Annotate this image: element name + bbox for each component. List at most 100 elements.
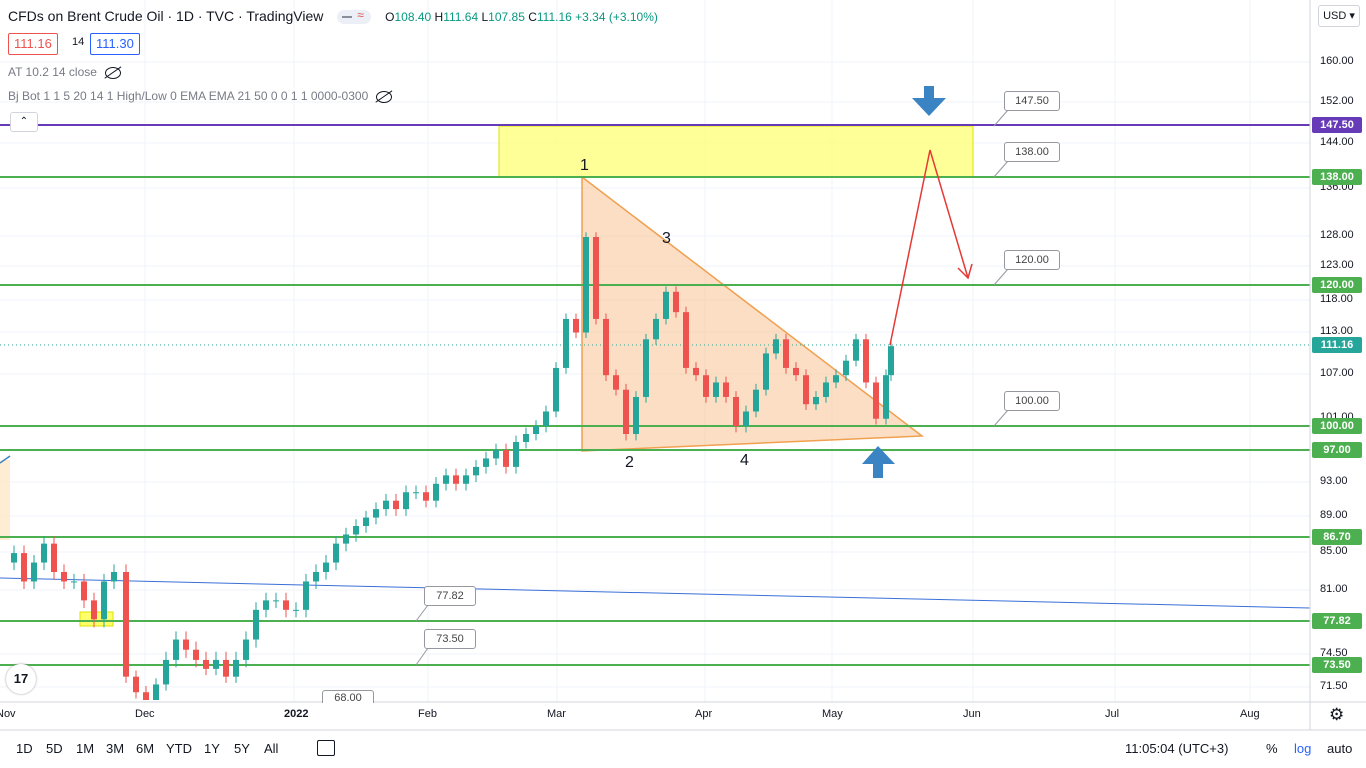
candle-body (433, 483, 439, 501)
hidden-eye-icon[interactable] (376, 90, 393, 103)
candle-body (593, 237, 599, 319)
price-level-label: 86.70 (1312, 529, 1362, 545)
collapse-legend-button[interactable]: ⌃ (10, 112, 38, 132)
candle-body (243, 639, 249, 660)
resistance-zone[interactable] (498, 125, 974, 178)
candle-body (503, 450, 509, 467)
candle-body (313, 572, 319, 582)
range-button-1y[interactable]: 1Y (204, 741, 220, 756)
candle-body (823, 382, 829, 397)
candle-body (523, 434, 529, 442)
callout-68-00[interactable]: 68.00 (322, 690, 374, 703)
price-tick: 113.00 (1320, 325, 1353, 337)
candle-body (383, 500, 389, 510)
candle-body (193, 649, 199, 660)
candle-body (513, 442, 519, 467)
compare-toggle[interactable]: ≈ (337, 8, 372, 25)
price-tick: 118.00 (1320, 293, 1353, 305)
price-level-label: 100.00 (1312, 418, 1362, 434)
callout-73-50[interactable]: 73.50 (424, 629, 476, 649)
candle-body (253, 609, 259, 640)
symbol-title[interactable]: CFDs on Brent Crude Oil · 1D · TVC · Tra… (8, 8, 324, 24)
candle-body (403, 492, 409, 510)
callout-77-82[interactable]: 77.82 (424, 586, 476, 606)
range-button-6m[interactable]: 6M (136, 741, 155, 756)
range-button-all[interactable]: All (264, 741, 279, 756)
ask-price[interactable]: 111.30 (90, 33, 140, 55)
trend-line[interactable] (0, 577, 1311, 609)
bid-price[interactable]: 111.16 (8, 33, 58, 55)
range-button-1m[interactable]: 1M (76, 741, 95, 756)
date-range-icon[interactable] (317, 740, 335, 756)
settings-icon[interactable]: ⚙ (1329, 705, 1345, 724)
candle-body (283, 600, 289, 610)
price-level-label: 138.00 (1312, 169, 1362, 185)
arrow-up-icon[interactable] (862, 446, 895, 478)
callout-100-00[interactable]: 100.00 (1004, 391, 1060, 411)
chart-header: CFDs on Brent Crude Oil · 1D · TVC · Tra… (8, 8, 658, 25)
candle-body (91, 600, 97, 620)
candle-body (713, 382, 719, 397)
candle-body (863, 339, 869, 383)
candle-body (483, 458, 489, 467)
candle-body (183, 639, 189, 650)
candle-body (81, 581, 87, 601)
left-zone-mark (0, 460, 10, 540)
range-button-3m[interactable]: 3M (106, 741, 125, 756)
candle-body (343, 534, 349, 544)
candle-body (233, 659, 239, 677)
candle-body (553, 367, 559, 412)
percent-toggle[interactable]: % (1266, 741, 1278, 756)
price-tick: 89.00 (1320, 509, 1348, 521)
triangle-pattern[interactable] (581, 175, 925, 452)
candle-body (763, 353, 769, 390)
price-level-label: 73.50 (1312, 657, 1362, 673)
tradingview-logo[interactable]: 17 (6, 664, 36, 694)
candle-body (293, 609, 299, 611)
pattern-label-4: 4 (740, 452, 749, 469)
range-button-5d[interactable]: 5D (46, 741, 63, 756)
time-tick: 2022 (284, 708, 309, 720)
candle-body (213, 659, 219, 669)
time-tick: Nov (0, 708, 16, 720)
candle-body (653, 318, 659, 340)
candle-body (393, 500, 399, 510)
callout-147-50[interactable]: 147.50 (1004, 91, 1060, 111)
candle-body (493, 450, 499, 459)
range-button-ytd[interactable]: YTD (166, 741, 192, 756)
candle-body (663, 291, 669, 319)
indicator-bjbot[interactable]: Bj Bot 1 1 5 20 14 1 High/Low 0 EMA EMA … (8, 89, 393, 103)
candle-body (333, 543, 339, 563)
candles (11, 232, 894, 700)
range-button-1d[interactable]: 1D (16, 741, 33, 756)
callout-120-00[interactable]: 120.00 (1004, 250, 1060, 270)
candle-body (223, 659, 229, 677)
price-level-label: 120.00 (1312, 277, 1362, 293)
ohlc-values: O108.40 H111.64 L107.85 C111.16 +3.34 (+… (385, 10, 658, 24)
auto-toggle[interactable]: auto (1327, 741, 1353, 756)
hidden-eye-icon[interactable] (104, 66, 121, 79)
candle-body (323, 562, 329, 572)
callout-138-00[interactable]: 138.00 (1004, 142, 1060, 162)
arrow-down-icon[interactable] (912, 86, 946, 116)
candle-body (613, 375, 619, 390)
price-tick: 107.00 (1320, 367, 1354, 379)
time-tick: Aug (1240, 708, 1260, 720)
time-tick: Feb (418, 708, 437, 720)
currency-select[interactable]: USD ▾ (1318, 5, 1360, 27)
candle-body (473, 466, 479, 476)
candle-body (463, 475, 469, 484)
candle-body (173, 639, 179, 660)
price-level-label: 111.16 (1312, 337, 1362, 353)
candle-body (51, 543, 57, 572)
projection-arrow[interactable] (889, 149, 969, 346)
price-tick: 74.50 (1320, 647, 1348, 659)
time-tick: Jul (1105, 708, 1120, 720)
candle-body (883, 375, 889, 419)
log-toggle[interactable]: log (1294, 741, 1312, 756)
candle-body (273, 600, 279, 602)
range-button-5y[interactable]: 5Y (234, 741, 250, 756)
clock[interactable]: 11:05:04 (UTC+3) (1125, 741, 1229, 756)
indicator-at[interactable]: AT 10.2 14 close (8, 65, 121, 79)
